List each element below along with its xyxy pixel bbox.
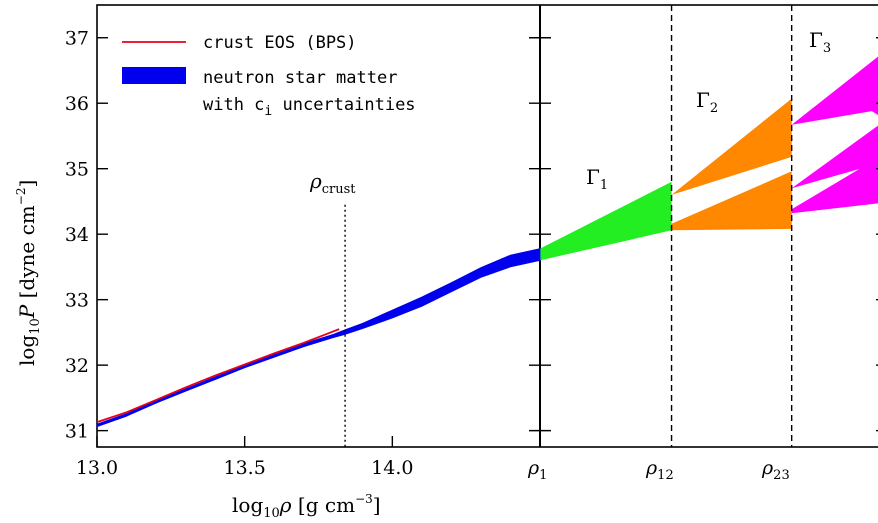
x-tick-label-rho1: ρ1: [527, 457, 547, 483]
gamma3-label: Γ3: [809, 28, 831, 56]
y-tick-label: 33: [65, 290, 89, 312]
x-tick-label-rho12: ρ12: [645, 457, 674, 483]
y-tick-label: 32: [65, 355, 89, 377]
series-line-crust-eos: [96, 328, 340, 423]
x-tick-label-rho23: ρ23: [761, 457, 790, 483]
gamma1-region-1: [540, 181, 672, 261]
legend: crust EOS (BPS) neutron star matter with…: [122, 33, 416, 119]
gamma3-region-3: [791, 157, 878, 214]
y-tick-label: 37: [65, 28, 89, 50]
legend-label-nsm-line2: with ci uncertainties: [203, 95, 416, 119]
gamma3-region-2: [791, 125, 878, 189]
legend-label-nsm-line1: neutron star matter: [203, 68, 397, 88]
x-tick-label: 14.0: [371, 457, 413, 479]
axis-ticks: 31 32 33 34 35 36 37 13.0 13.5 14.0: [65, 28, 878, 479]
y-tick-label: 35: [65, 159, 89, 181]
legend-swatch-nsm: [122, 67, 186, 84]
gamma1-label: Γ1: [586, 165, 608, 193]
y-axis-title: log10P [dyne cm−2]: [14, 180, 43, 366]
plot-frame: [96, 4, 878, 448]
rho-crust-label: ρcrust: [309, 169, 356, 197]
y-tick-label: 31: [65, 421, 89, 443]
y-tick-label: 36: [65, 93, 89, 115]
legend-label-crust: crust EOS (BPS): [203, 33, 357, 53]
gamma2-region-2: [671, 171, 792, 231]
x-tick-label: 13.5: [224, 457, 266, 479]
gamma3-region-1: [791, 56, 878, 125]
gamma2-label: Γ2: [696, 88, 718, 116]
chart-marks: [96, 5, 878, 447]
x-axis-title: log10ρ [g cm−3]: [232, 492, 381, 521]
gamma2-region-1: [671, 98, 792, 195]
x-tick-label: 13.0: [76, 457, 118, 479]
y-tick-label: 34: [65, 224, 89, 246]
